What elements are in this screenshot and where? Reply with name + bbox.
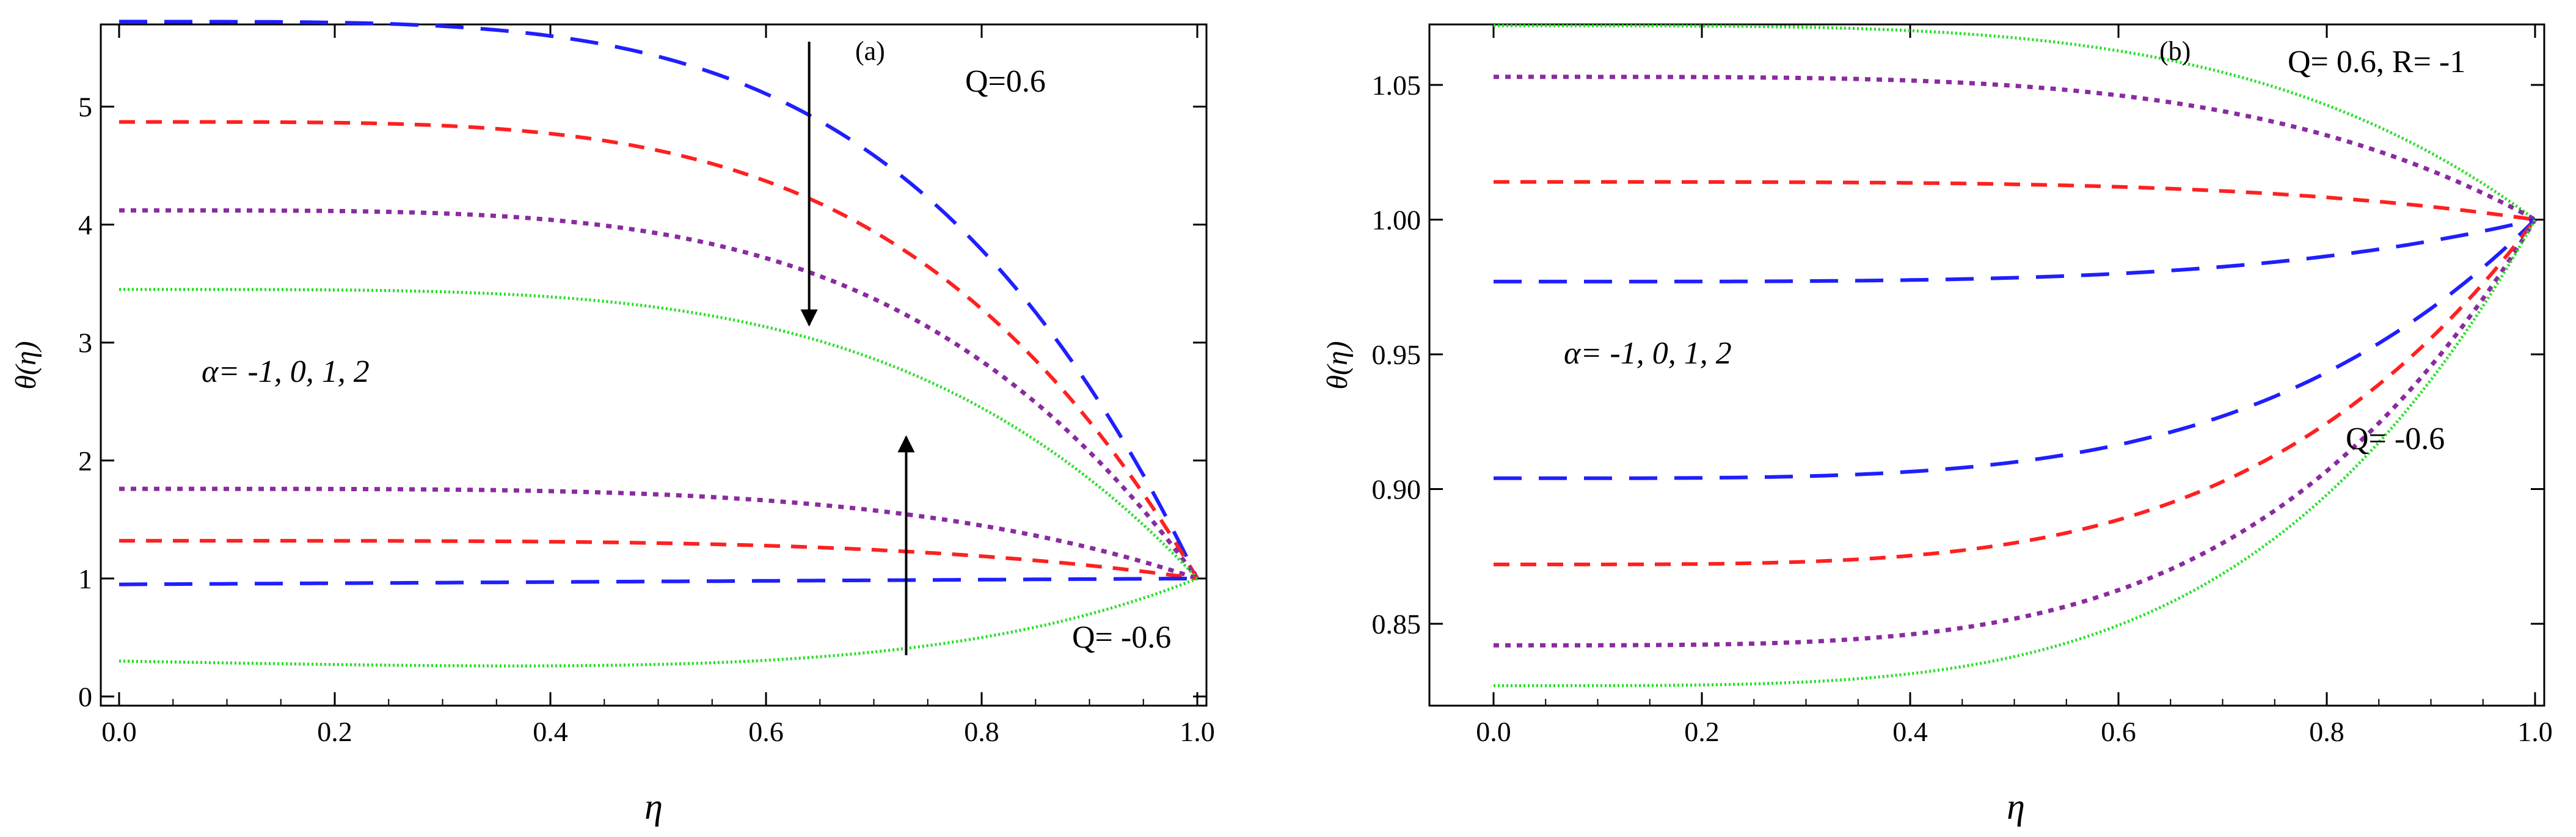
x-tick-label: 1.0 bbox=[2517, 716, 2553, 747]
series-line bbox=[119, 539, 1198, 580]
chart-panel-a: 0.0 0.2 0.4 0.6 0.8 1.0 0 1 2 3 4 5 (a) Q=0.6 Q= -0… bbox=[10, 20, 1215, 827]
y-axis-label: θ(η) bbox=[10, 341, 42, 389]
y-tick-label: 1 bbox=[78, 563, 92, 594]
plot-frame bbox=[1428, 23, 2545, 707]
q-negative-label: Q= -0.6 bbox=[1072, 620, 1171, 655]
x-tick-label: 1.0 bbox=[1180, 716, 1215, 747]
series-line bbox=[1494, 217, 2536, 283]
series-line bbox=[119, 486, 1199, 581]
series-line bbox=[119, 120, 1199, 580]
panel-label: (b) bbox=[2159, 36, 2191, 66]
series-group bbox=[1494, 24, 2537, 687]
axis-ticks: 0.0 0.2 0.4 0.6 0.8 1.0 0 1 2 3 4 5 bbox=[78, 24, 1215, 747]
x-tick-label: 0.8 bbox=[964, 716, 999, 747]
y-tick-label: 0.95 bbox=[1372, 339, 1421, 370]
y-axis-label: θ(η) bbox=[1321, 341, 1354, 389]
series-line bbox=[119, 288, 1199, 580]
axis-ticks: 0.0 0.2 0.4 0.6 0.8 1.0 0.85 0.90 0.95 1.00 1.05 bbox=[1372, 24, 2553, 747]
q-r-label: Q= 0.6, R= -1 bbox=[2288, 45, 2465, 79]
series-line bbox=[1494, 218, 2537, 648]
x-tick-label: 0.8 bbox=[2309, 716, 2344, 747]
q-positive-label: Q=0.6 bbox=[965, 64, 1046, 99]
panel-label: (a) bbox=[855, 36, 885, 66]
y-tick-label: 2 bbox=[78, 445, 92, 477]
series-line bbox=[119, 576, 1198, 587]
series-line bbox=[119, 577, 1198, 668]
series-group bbox=[119, 20, 1199, 668]
x-tick-label: 0.6 bbox=[2101, 716, 2136, 747]
x-tick-label: 0.2 bbox=[1684, 716, 1720, 747]
series-line bbox=[1494, 75, 2536, 222]
series-line bbox=[119, 208, 1199, 580]
x-tick-label: 0.0 bbox=[1476, 716, 1511, 747]
series-line bbox=[1494, 180, 2536, 222]
x-tick-label: 0.0 bbox=[101, 716, 137, 747]
chart-panel-b: 0.0 0.2 0.4 0.6 0.8 1.0 0.85 0.90 0.95 1.00 1.05 (… bbox=[1321, 23, 2553, 827]
series-line bbox=[1494, 219, 2537, 687]
arrow-group bbox=[800, 42, 915, 656]
x-tick-label: 0.6 bbox=[748, 716, 784, 747]
x-tick-label: 0.4 bbox=[1892, 716, 1928, 747]
plot-frame bbox=[100, 23, 1208, 707]
series-line bbox=[1494, 218, 2537, 480]
x-axis-label: η bbox=[644, 786, 663, 827]
y-tick-label: 4 bbox=[78, 210, 92, 241]
x-tick-label: 0.4 bbox=[533, 716, 568, 747]
y-tick-label: 5 bbox=[78, 91, 92, 122]
alpha-label: α= -1, 0, 1, 2 bbox=[202, 354, 370, 389]
y-tick-label: 0.90 bbox=[1372, 473, 1421, 505]
x-tick-label: 0.2 bbox=[317, 716, 352, 747]
alpha-label: α= -1, 0, 1, 2 bbox=[1564, 336, 1732, 371]
y-tick-label: 1.05 bbox=[1372, 70, 1421, 101]
y-tick-label: 0.85 bbox=[1372, 609, 1421, 640]
y-tick-label: 3 bbox=[78, 327, 92, 359]
x-axis-label: η bbox=[2007, 786, 2025, 827]
series-line bbox=[1494, 218, 2537, 566]
q-negative-label: Q= -0.6 bbox=[2346, 422, 2445, 456]
y-tick-label: 0 bbox=[78, 681, 92, 712]
y-tick-label: 1.00 bbox=[1372, 205, 1421, 236]
